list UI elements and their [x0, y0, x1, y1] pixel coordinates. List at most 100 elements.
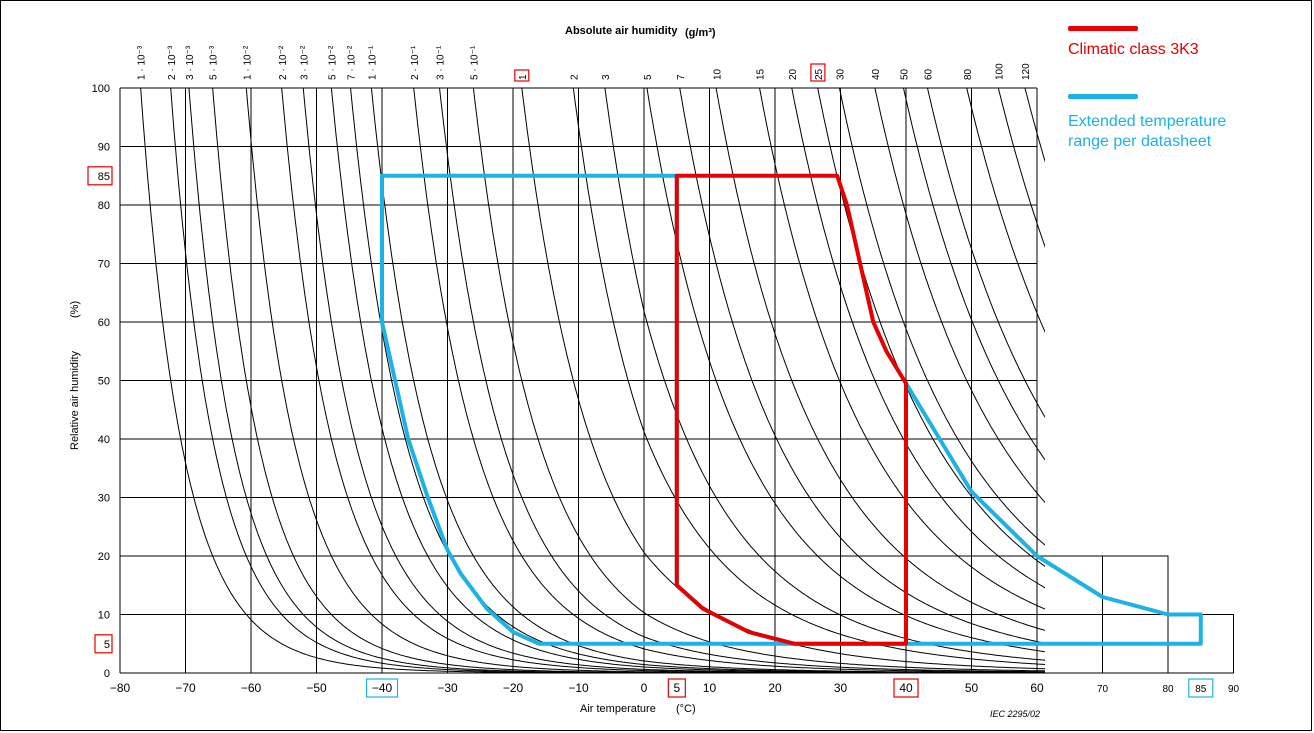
x-tick-label: 80 — [1162, 684, 1174, 695]
x-tick-label: 85 — [1195, 684, 1207, 695]
x-tick-label: 20 — [768, 681, 782, 695]
y-tick-label: 5 — [104, 639, 110, 651]
highlight-box — [810, 63, 826, 82]
x-tick-labels: −80 −70 −60 −50 −40 −30 −20 −10 0 5 10 20 30 40 50 60 70… — [110, 678, 1240, 698]
humidity-curve-label: 2 · 10⁻² — [278, 45, 289, 80]
x-tick-label: −30 — [437, 681, 458, 695]
x-tick-label: −60 — [241, 681, 262, 695]
x-tick-label: −50 — [306, 681, 327, 695]
humidity-curve — [1024, 88, 1045, 163]
y-tick-label: 85 — [98, 171, 110, 183]
legend-swatch-red — [1068, 26, 1138, 31]
humidity-curve-label: 5 — [643, 74, 654, 80]
x-tick-label: −70 — [175, 681, 196, 695]
humidity-curve-label: 5 · 10⁻³ — [209, 45, 220, 80]
x-tick-label: −40 — [372, 681, 393, 695]
humidity-curve-label: 10 — [712, 68, 723, 80]
humidity-curve — [188, 88, 1045, 673]
x-tick-label: −10 — [568, 681, 589, 695]
humidity-curve-label: 5 · 10⁻¹ — [470, 45, 481, 80]
humidity-curve — [413, 88, 1045, 673]
highlight-box — [87, 166, 113, 186]
humidity-curve — [817, 88, 1045, 567]
chart-title: Absolute air humidity — [565, 25, 678, 37]
humidity-curve-label: 120 — [1021, 63, 1032, 80]
x-tick-label: 70 — [1097, 684, 1109, 695]
humidity-curve-label: 3 · 10⁻³ — [185, 45, 196, 80]
y-tick-label: 80 — [98, 200, 110, 212]
absolute-humidity-curves — [140, 88, 1045, 673]
humidity-curve-label: 7 · 10⁻² — [347, 45, 358, 80]
x-tick-label: −20 — [503, 681, 524, 695]
highlight-box — [1188, 678, 1214, 698]
x-axis-label: Air temperature — [580, 703, 656, 715]
y-tick-label: 40 — [98, 434, 110, 446]
humidity-curve — [997, 88, 1045, 248]
humidity-curve-label: 3 · 10⁻² — [299, 45, 310, 80]
x-axis-unit: (°C) — [676, 703, 696, 715]
humidity-curve — [646, 88, 1045, 653]
x-tick-label: 90 — [1228, 684, 1240, 695]
x-tick-label: 40 — [899, 681, 913, 695]
humidity-curve-label: 20 — [788, 68, 799, 80]
legend-label-extended-line2: range per datasheet — [1068, 133, 1212, 150]
humidity-curve-label: 30 — [836, 68, 847, 80]
y-tick-label: 0 — [104, 668, 110, 680]
legend-label-extended: Extended temperature range per datasheet — [1068, 112, 1298, 152]
highlight-box — [514, 69, 530, 82]
series-line-climatic-class-3k3 — [674, 173, 908, 646]
x-tick-label: 10 — [703, 681, 717, 695]
humidity-curve — [472, 88, 1045, 672]
y-axis-label: Relative air humidity — [69, 350, 81, 450]
y-tick-label: 90 — [98, 142, 110, 154]
humidity-curve — [212, 88, 1045, 673]
humidity-curve-label: 15 — [756, 68, 767, 80]
humidity-curve — [370, 88, 1045, 673]
humidity-curve-label: 60 — [924, 68, 935, 80]
humidity-curve — [926, 88, 1045, 419]
grid — [119, 87, 1234, 674]
humidity-curve-label: 40 — [871, 68, 882, 80]
highlight-box — [94, 634, 113, 654]
humidity-curve — [170, 88, 1045, 673]
humidity-curve — [791, 88, 1045, 589]
x-tick-label: 50 — [965, 681, 979, 695]
highlight-box — [893, 678, 919, 698]
humidity-curve-label: 5 · 10⁻² — [328, 45, 339, 80]
series-layer — [380, 173, 1203, 646]
y-tick-label: 70 — [98, 259, 110, 271]
legend-swatch-blue — [1068, 94, 1138, 99]
highlight-box — [365, 678, 399, 698]
humidity-curve-label: 1 · 10⁻³ — [137, 45, 148, 80]
humidity-curve — [679, 88, 1045, 644]
humidity-curve — [140, 88, 1045, 673]
x-tick-label: 5 — [673, 681, 680, 695]
y-tick-label: 20 — [98, 551, 110, 563]
y-tick-label: 100 — [92, 83, 110, 95]
x-tick-label: 0 — [641, 681, 648, 695]
humidity-curve-label: 2 · 10⁻³ — [167, 45, 178, 80]
highlight-box — [667, 678, 686, 698]
y-tick-label: 60 — [98, 317, 110, 329]
humidity-curve-label: 100 — [994, 63, 1005, 80]
humidity-curve — [838, 88, 1045, 546]
humidity-curve-label: 1 — [518, 74, 529, 80]
humidity-curve-label: 2 · 10⁻¹ — [410, 45, 421, 80]
humidity-curve — [759, 88, 1045, 610]
y-axis-unit: (%) — [69, 301, 81, 318]
humidity-curve-label: 25 — [814, 68, 825, 80]
humidity-curve — [966, 88, 1045, 333]
humidity-curve — [521, 88, 1045, 670]
humidity-curve-label: 3 · 10⁻¹ — [436, 45, 447, 80]
humidity-curve-label: 80 — [963, 68, 974, 80]
humidity-curve-label: 7 — [676, 74, 687, 80]
humidity-curve — [715, 88, 1045, 631]
humidity-curve-label: 50 — [900, 68, 911, 80]
absolute-humidity-labels: 1 · 10⁻³ 2 · 10⁻³ 3 · 10⁻³ 5 · 10⁻³ 1 · 10⁻²… — [137, 45, 1032, 82]
humidity-curve-label: 1 · 10⁻² — [242, 45, 253, 80]
humidity-curve-label: 1 · 10⁻¹ — [368, 45, 379, 80]
y-tick-label: 10 — [98, 610, 110, 622]
series-line-extended-temperature-range-per-datasheet — [380, 173, 1203, 646]
